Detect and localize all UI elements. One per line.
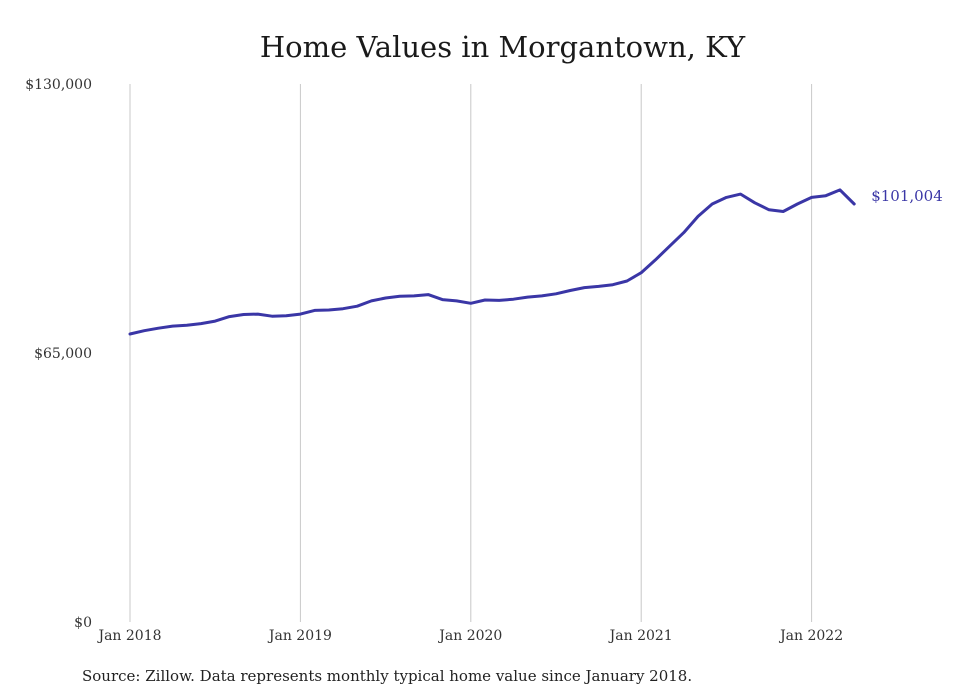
- x-tick-label: Jan 2020: [437, 628, 502, 644]
- x-axis-ticks: Jan 2018 Jan 2019 Jan 2020 Jan 2021 Jan 2022: [96, 628, 843, 644]
- x-tick-label: Jan 2021: [608, 628, 673, 644]
- y-tick-label: $65,000: [34, 346, 92, 362]
- y-axis-ticks: $0 $65,000 $130,000: [25, 77, 92, 631]
- source-note: Source: Zillow. Data represents monthly …: [82, 667, 693, 685]
- x-tick-label: Jan 2019: [267, 628, 332, 644]
- data-points: [129, 188, 856, 335]
- chart-title: Home Values in Morgantown, KY: [259, 30, 746, 64]
- x-tick-label: Jan 2018: [96, 628, 161, 644]
- line-chart: $0$65,000$130,000 Jan 2018 Jan 2019 Jan 20…: [25, 77, 943, 644]
- y-tick-label: $0: [74, 615, 92, 631]
- last-value-label: $101,004: [871, 187, 943, 205]
- y-tick-label: $130,000: [25, 77, 92, 93]
- series-line-home-value: [128, 188, 856, 336]
- x-tick-label: Jan 2022: [778, 628, 843, 644]
- grid-layer: [129, 84, 813, 622]
